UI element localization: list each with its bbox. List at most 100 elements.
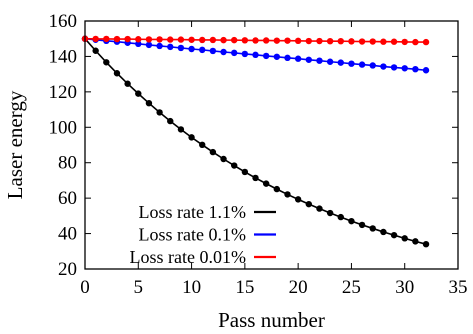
- y-tick-label: 100: [49, 117, 78, 138]
- data-point: [273, 53, 281, 60]
- data-point: [316, 205, 323, 212]
- data-point: [358, 38, 366, 45]
- x-tick-label: 30: [395, 277, 414, 298]
- data-point: [167, 117, 174, 125]
- data-point: [103, 59, 110, 66]
- data-point: [401, 235, 408, 242]
- legend-label: Loss rate 0.01%: [130, 247, 246, 267]
- data-point: [380, 63, 387, 70]
- data-point: [412, 38, 419, 46]
- data-point: [145, 41, 153, 49]
- legend-label: Loss rate 1.1%: [139, 202, 246, 222]
- data-point: [135, 36, 142, 43]
- data-point: [348, 217, 355, 225]
- data-point: [294, 196, 302, 203]
- data-point: [273, 185, 281, 193]
- data-point: [284, 54, 291, 62]
- data-point: [209, 47, 217, 55]
- data-point: [209, 148, 217, 156]
- data-point: [369, 225, 376, 232]
- y-tick-label: 120: [49, 82, 78, 103]
- data-point: [135, 40, 142, 48]
- plot-frame: [84, 20, 459, 270]
- data-point: [177, 44, 185, 52]
- data-point: [358, 221, 366, 229]
- data-point: [241, 168, 249, 176]
- x-tick-label: 0: [80, 277, 90, 298]
- data-point: [241, 37, 249, 44]
- data-point: [145, 36, 153, 43]
- data-point: [199, 46, 206, 54]
- data-point: [92, 47, 99, 54]
- data-point: [422, 38, 430, 46]
- data-point: [199, 36, 206, 44]
- data-point: [294, 37, 302, 45]
- data-point: [326, 58, 334, 65]
- data-point: [231, 162, 238, 169]
- data-point: [412, 238, 419, 245]
- x-axis-title: Pass number: [218, 308, 325, 332]
- data-point: [145, 99, 153, 107]
- data-point: [422, 67, 430, 74]
- data-point: [220, 48, 227, 56]
- y-tick-label: 80: [58, 153, 77, 174]
- y-tick-label: 40: [58, 224, 77, 245]
- data-point: [390, 38, 398, 45]
- data-point: [199, 141, 206, 149]
- data-point: [156, 109, 163, 116]
- data-point: [252, 51, 259, 59]
- data-point: [241, 50, 249, 58]
- data-point: [124, 35, 131, 43]
- x-tick-label: 25: [342, 277, 361, 298]
- data-point: [177, 36, 185, 43]
- x-tick-label: 35: [449, 277, 468, 298]
- data-point: [422, 241, 430, 248]
- y-tick-label: 140: [49, 46, 78, 67]
- data-point: [220, 155, 227, 163]
- y-tick-label: 160: [49, 11, 78, 32]
- data-point: [348, 60, 355, 67]
- x-tick-label: 5: [134, 277, 144, 298]
- series-1: [81, 35, 430, 248]
- data-point: [103, 35, 110, 43]
- data-point: [231, 49, 238, 57]
- data-point: [380, 228, 387, 236]
- data-point: [412, 65, 419, 73]
- x-tick-label: 10: [182, 277, 201, 298]
- data-point: [262, 180, 270, 187]
- data-point: [369, 38, 376, 45]
- data-point: [369, 62, 376, 69]
- data-point: [262, 52, 270, 60]
- data-point: [92, 35, 99, 43]
- data-point: [220, 36, 227, 44]
- data-point: [188, 36, 195, 43]
- data-point: [390, 64, 398, 71]
- y-tick-label: 60: [58, 188, 77, 209]
- x-tick-label: 20: [289, 277, 308, 298]
- data-point: [167, 43, 174, 51]
- data-point: [262, 37, 270, 44]
- data-point: [337, 213, 344, 221]
- series-3: [81, 35, 430, 46]
- data-point: [177, 126, 185, 133]
- data-point: [401, 38, 408, 46]
- data-point: [209, 36, 217, 44]
- data-point: [348, 38, 355, 45]
- data-point: [188, 134, 195, 141]
- x-tick-label: 15: [235, 277, 254, 298]
- data-point: [305, 200, 312, 208]
- ticks-layer: 0 5 10 15 20 25 30 35 20 40 60 80 100 120 140 160: [49, 11, 468, 298]
- data-point: [358, 61, 366, 68]
- data-point: [167, 36, 174, 43]
- data-point: [337, 59, 344, 66]
- data-point: [305, 56, 312, 63]
- data-point: [252, 174, 259, 182]
- data-point: [252, 37, 259, 44]
- data-point: [326, 37, 334, 45]
- data-point: [273, 37, 281, 44]
- data-point: [401, 65, 408, 72]
- data-point: [156, 42, 163, 50]
- data-point: [231, 36, 238, 44]
- data-point: [316, 37, 323, 45]
